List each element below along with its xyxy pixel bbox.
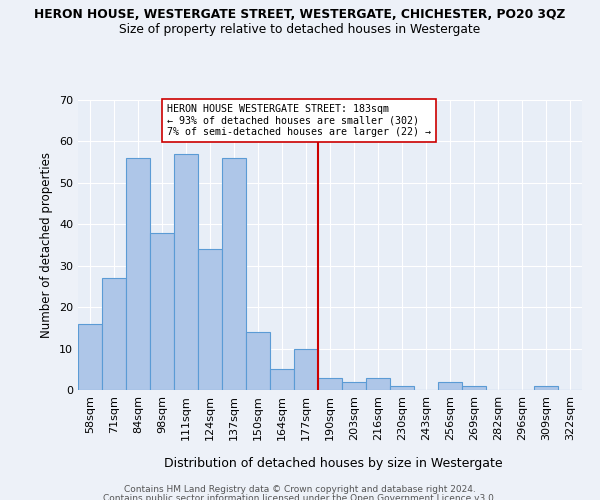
Text: Contains public sector information licensed under the Open Government Licence v3: Contains public sector information licen… (103, 494, 497, 500)
Bar (390, 386, 414, 390)
Text: HERON HOUSE WESTERGATE STREET: 183sqm
← 93% of detached houses are smaller (302): HERON HOUSE WESTERGATE STREET: 183sqm ← … (167, 104, 431, 138)
Bar (174, 154, 198, 390)
Bar (462, 386, 486, 390)
Bar (78, 324, 102, 390)
Text: Contains HM Land Registry data © Crown copyright and database right 2024.: Contains HM Land Registry data © Crown c… (124, 485, 476, 494)
Bar (198, 249, 222, 390)
Bar (270, 370, 294, 390)
Bar (126, 158, 150, 390)
Bar (534, 386, 558, 390)
Y-axis label: Number of detached properties: Number of detached properties (40, 152, 53, 338)
Bar (150, 232, 174, 390)
Text: Size of property relative to detached houses in Westergate: Size of property relative to detached ho… (119, 22, 481, 36)
Bar (102, 278, 126, 390)
Bar (342, 382, 366, 390)
Bar (318, 378, 342, 390)
Text: Distribution of detached houses by size in Westergate: Distribution of detached houses by size … (164, 458, 502, 470)
Bar (222, 158, 246, 390)
Bar (294, 348, 318, 390)
Text: HERON HOUSE, WESTERGATE STREET, WESTERGATE, CHICHESTER, PO20 3QZ: HERON HOUSE, WESTERGATE STREET, WESTERGA… (34, 8, 566, 20)
Bar (366, 378, 390, 390)
Bar (438, 382, 462, 390)
Bar (246, 332, 270, 390)
